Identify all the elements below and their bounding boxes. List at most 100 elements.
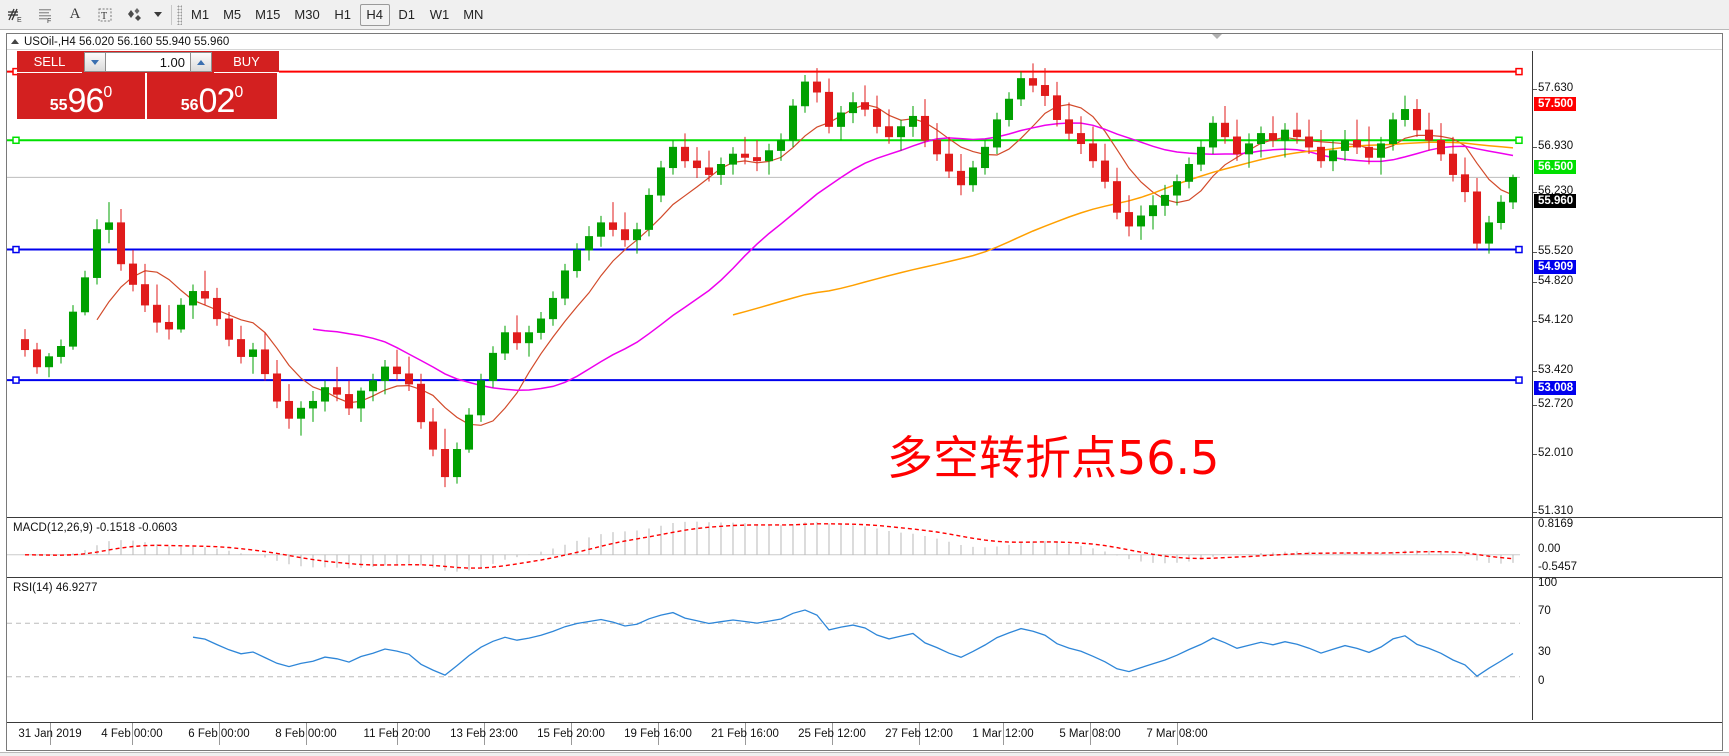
timeframe-h1[interactable]: H1: [334, 7, 352, 22]
price-tick: [1533, 282, 1537, 283]
time-tick: [745, 723, 746, 745]
macd-axis-label: 0.00: [1538, 543, 1561, 555]
sell-price-fraction: 0: [103, 84, 113, 101]
svg-text:E: E: [17, 17, 22, 24]
rsi-chart-svg: [7, 609, 1520, 678]
text-label-icon[interactable]: T: [90, 2, 120, 28]
price-scale-divider: [1532, 51, 1533, 720]
price-axis-label: 52.010: [1538, 447, 1574, 459]
price-axis-label: 51.310: [1538, 505, 1574, 517]
chart-expand-icon[interactable]: [11, 39, 19, 44]
price-tick: [1533, 321, 1537, 322]
volume-increase-button[interactable]: [190, 52, 212, 72]
rsi-label: RSI(14) 46.9277: [13, 582, 98, 594]
time-tick: [658, 723, 659, 745]
indicators-icon[interactable]: E: [0, 2, 30, 28]
macd-chart-svg: [7, 521, 1520, 572]
macd-label: MACD(12,26,9) -0.1518 -0.0603: [13, 522, 178, 534]
price-axis-label: 55.520: [1538, 245, 1574, 257]
time-tick: [484, 723, 485, 745]
resistance-level-tag[interactable]: 57.500: [1534, 97, 1577, 111]
time-tick: [397, 723, 398, 745]
time-axis-label: 4 Feb 00:00: [101, 728, 163, 740]
timeframe-d1[interactable]: D1: [398, 7, 416, 22]
trade-panel-top-row: SELL 1.00 BUY: [17, 51, 279, 73]
grid-icon[interactable]: F: [30, 2, 60, 28]
toolbar-grip[interactable]: [177, 4, 182, 25]
timeframe-group: M1 M5 M15 M30 H1 H4 D1 W1 MN: [185, 3, 491, 26]
buy-price-big-figure: 56: [180, 97, 199, 114]
time-axis-label: 5 Mar 08:00: [1059, 728, 1121, 740]
time-axis-label: 8 Feb 00:00: [275, 728, 337, 740]
timeframe-mn[interactable]: MN: [463, 7, 484, 22]
buy-price-pips: 02: [198, 81, 236, 120]
volume-input[interactable]: 1.00: [106, 52, 190, 72]
time-tick: [919, 723, 920, 745]
timeframe-m15[interactable]: M15: [255, 7, 281, 22]
trade-panel-price-row: 55 96 0 56 02 0: [17, 73, 279, 119]
timeframe-m30[interactable]: M30: [294, 7, 320, 22]
price-chart-svg: [7, 63, 1523, 488]
rsi-pane[interactable]: RSI(14) 46.9277: [7, 580, 1722, 720]
time-axis-label: 1 Mar 12:00: [972, 728, 1034, 740]
price-pane[interactable]: [7, 51, 1722, 518]
rsi-axis-label: 0: [1538, 675, 1545, 687]
rsi-axis-label: 100: [1538, 577, 1558, 589]
buy-button[interactable]: BUY: [214, 51, 279, 73]
support-level-1-tag[interactable]: 54.909: [1534, 260, 1577, 274]
time-axis-label: 11 Feb 20:00: [363, 728, 431, 740]
time-tick: [50, 723, 51, 745]
price-tick: [1533, 454, 1537, 455]
price-axis-label: 52.720: [1538, 398, 1574, 410]
sell-price-big-figure: 55: [49, 97, 68, 114]
sell-price-display[interactable]: 55 96 0: [17, 73, 147, 119]
time-tick: [832, 723, 833, 745]
current-price-tag[interactable]: 55.960: [1534, 194, 1577, 208]
sell-button[interactable]: SELL: [17, 51, 82, 73]
buy-price-display[interactable]: 56 02 0: [147, 73, 277, 119]
window-restore-icon[interactable]: [1212, 34, 1222, 39]
buy-price-fraction: 0: [234, 84, 244, 101]
objects-dropdown-icon[interactable]: [150, 2, 166, 28]
svg-text:T: T: [101, 11, 107, 22]
time-axis-label: 15 Feb 20:00: [537, 728, 605, 740]
time-axis-label: 21 Feb 16:00: [711, 728, 779, 740]
time-tick: [219, 723, 220, 745]
volume-decrease-button[interactable]: [84, 52, 106, 72]
rsi-axis-label: 70: [1538, 605, 1551, 617]
support-level-2-tag[interactable]: 53.008: [1534, 381, 1577, 395]
time-axis-label: 31 Jan 2019: [18, 728, 82, 740]
price-axis-label: 53.420: [1538, 364, 1574, 376]
macd-pane[interactable]: MACD(12,26,9) -0.1518 -0.0603: [7, 520, 1722, 578]
sell-price-pips: 96: [67, 81, 105, 120]
pivot-level-tag[interactable]: 56.500: [1534, 160, 1577, 174]
time-axis-label: 7 Mar 08:00: [1146, 728, 1208, 740]
price-axis-label: 54.120: [1538, 314, 1574, 326]
timeframe-m1[interactable]: M1: [191, 7, 210, 22]
objects-icon[interactable]: [120, 2, 150, 28]
one-click-trading-panel[interactable]: SELL 1.00 BUY 55 96 0 56 02 0: [17, 51, 279, 119]
main-toolbar: E F A T M1 M5 M15 M30 H1 H4 D1 W1 MN: [0, 0, 1729, 30]
time-axis[interactable]: 31 Jan 2019 4 Feb 00:00 6 Feb 00:00 8 Feb 0…: [7, 722, 1722, 748]
time-axis-label: 25 Feb 12:00: [798, 728, 866, 740]
text-tool-icon[interactable]: A: [69, 6, 81, 22]
timeframe-m5[interactable]: M5: [223, 7, 242, 22]
chart-title-bar: USOil-,H4 56.020 56.160 55.940 55.960: [7, 34, 1722, 50]
price-tick: [1533, 252, 1537, 253]
price-tick: [1533, 147, 1537, 148]
status-bar: [0, 752, 1729, 756]
price-axis-label: 56.930: [1538, 140, 1574, 152]
time-axis-label: 6 Feb 00:00: [188, 728, 250, 740]
price-tick: [1533, 371, 1537, 372]
timeframe-w1[interactable]: W1: [429, 7, 450, 22]
chart-window: USOil-,H4 56.020 56.160 55.940 55.960 MA…: [6, 33, 1723, 751]
macd-axis-label: 0.8169: [1538, 518, 1574, 530]
price-tick: [1533, 512, 1537, 513]
timeframe-h4[interactable]: H4: [359, 3, 390, 26]
price-tick: [1533, 192, 1537, 193]
volume-control[interactable]: 1.00: [82, 51, 214, 73]
time-tick: [571, 723, 572, 745]
price-tick: [1533, 89, 1537, 90]
macd-axis-label: -0.5457: [1538, 561, 1578, 573]
time-tick: [306, 723, 307, 745]
